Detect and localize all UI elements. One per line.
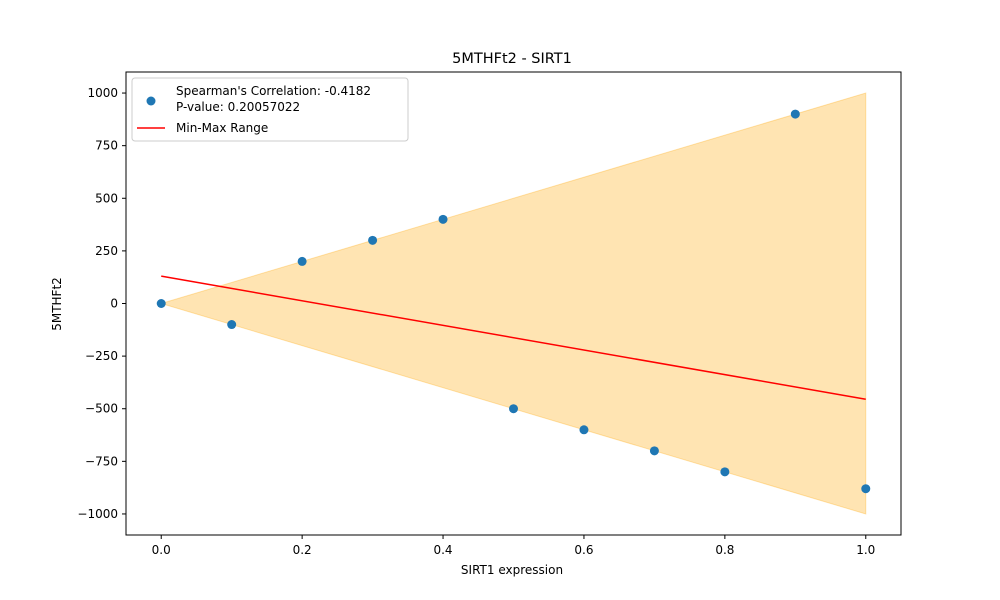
x-tick-label: 0.8 bbox=[715, 543, 734, 557]
scatter-point bbox=[368, 235, 378, 245]
x-axis-label: SIRT1 expression bbox=[461, 563, 563, 577]
y-tick-label: −250 bbox=[85, 349, 118, 363]
legend-box bbox=[131, 77, 409, 142]
scatter-points bbox=[156, 109, 871, 494]
x-tick-label: 0.0 bbox=[152, 543, 171, 557]
scatter-point bbox=[861, 484, 871, 494]
scatter-point bbox=[579, 425, 589, 435]
y-tick-label: 750 bbox=[95, 139, 118, 153]
legend-correlation-text: Spearman's Correlation: -0.4182 bbox=[176, 84, 371, 98]
scatter-point bbox=[156, 299, 166, 308]
y-tick-label: 250 bbox=[95, 244, 118, 258]
x-tick-label: 0.2 bbox=[293, 543, 312, 557]
x-tick-label: 0.4 bbox=[433, 543, 452, 557]
y-tick-label: 500 bbox=[95, 191, 118, 205]
y-tick-label: 1000 bbox=[87, 86, 118, 100]
y-tick-label: −750 bbox=[85, 454, 118, 468]
legend: Spearman's Correlation: -0.4182 P-value:… bbox=[131, 77, 409, 142]
scatter-point bbox=[649, 446, 659, 456]
scatter-point bbox=[297, 256, 307, 266]
legend-scatter-marker bbox=[146, 96, 156, 106]
y-tick-label: −500 bbox=[85, 402, 118, 416]
y-tick-label: 0 bbox=[110, 297, 118, 311]
scatter-point bbox=[227, 320, 237, 330]
y-tick-label: −1000 bbox=[77, 507, 118, 521]
x-tick-label: 0.6 bbox=[574, 543, 593, 557]
legend-range-text: Min-Max Range bbox=[176, 121, 268, 135]
y-axis-ticks: 1000 750 500 250 0 −250 −500 −750 −1000 bbox=[77, 86, 126, 521]
trend-line bbox=[161, 275, 866, 400]
chart-title: 5MTHFt2 - SIRT1 bbox=[452, 51, 572, 67]
x-axis-ticks: 0.0 0.2 0.4 0.6 0.8 1.0 bbox=[152, 535, 875, 557]
x-tick-label: 1.0 bbox=[856, 543, 875, 557]
scatter-point bbox=[438, 214, 448, 224]
scatter-point bbox=[790, 109, 800, 119]
scatter-point bbox=[509, 404, 518, 414]
legend-pvalue-text: P-value: 0.20057022 bbox=[176, 100, 300, 114]
y-axis-label: 5MTHFt2 bbox=[50, 277, 64, 331]
scatter-point bbox=[720, 467, 730, 477]
